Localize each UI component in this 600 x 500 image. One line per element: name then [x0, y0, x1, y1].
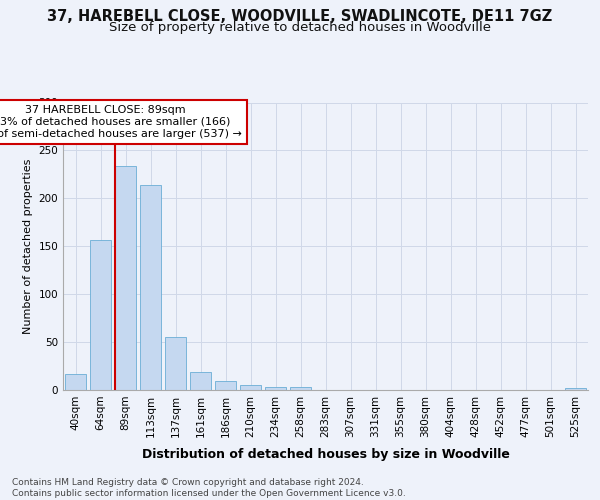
Bar: [215, 382, 236, 390]
Text: Size of property relative to detached houses in Woodville: Size of property relative to detached ho…: [109, 22, 491, 35]
Y-axis label: Number of detached properties: Number of detached properties: [23, 158, 33, 334]
Bar: [65, 374, 86, 390]
X-axis label: Distribution of detached houses by size in Woodville: Distribution of detached houses by size …: [142, 448, 509, 461]
Bar: [565, 388, 586, 390]
Bar: [265, 387, 286, 390]
Bar: [240, 385, 261, 390]
Text: 37 HAREBELL CLOSE: 89sqm
← 23% of detached houses are smaller (166)
76% of semi-: 37 HAREBELL CLOSE: 89sqm ← 23% of detach…: [0, 106, 241, 138]
Bar: [115, 166, 136, 390]
Bar: [140, 185, 161, 390]
Text: 37, HAREBELL CLOSE, WOODVILLE, SWADLINCOTE, DE11 7GZ: 37, HAREBELL CLOSE, WOODVILLE, SWADLINCO…: [47, 9, 553, 24]
Text: Contains HM Land Registry data © Crown copyright and database right 2024.
Contai: Contains HM Land Registry data © Crown c…: [12, 478, 406, 498]
Bar: [90, 240, 111, 390]
Bar: [165, 338, 186, 390]
Bar: [290, 387, 311, 390]
Bar: [190, 372, 211, 390]
